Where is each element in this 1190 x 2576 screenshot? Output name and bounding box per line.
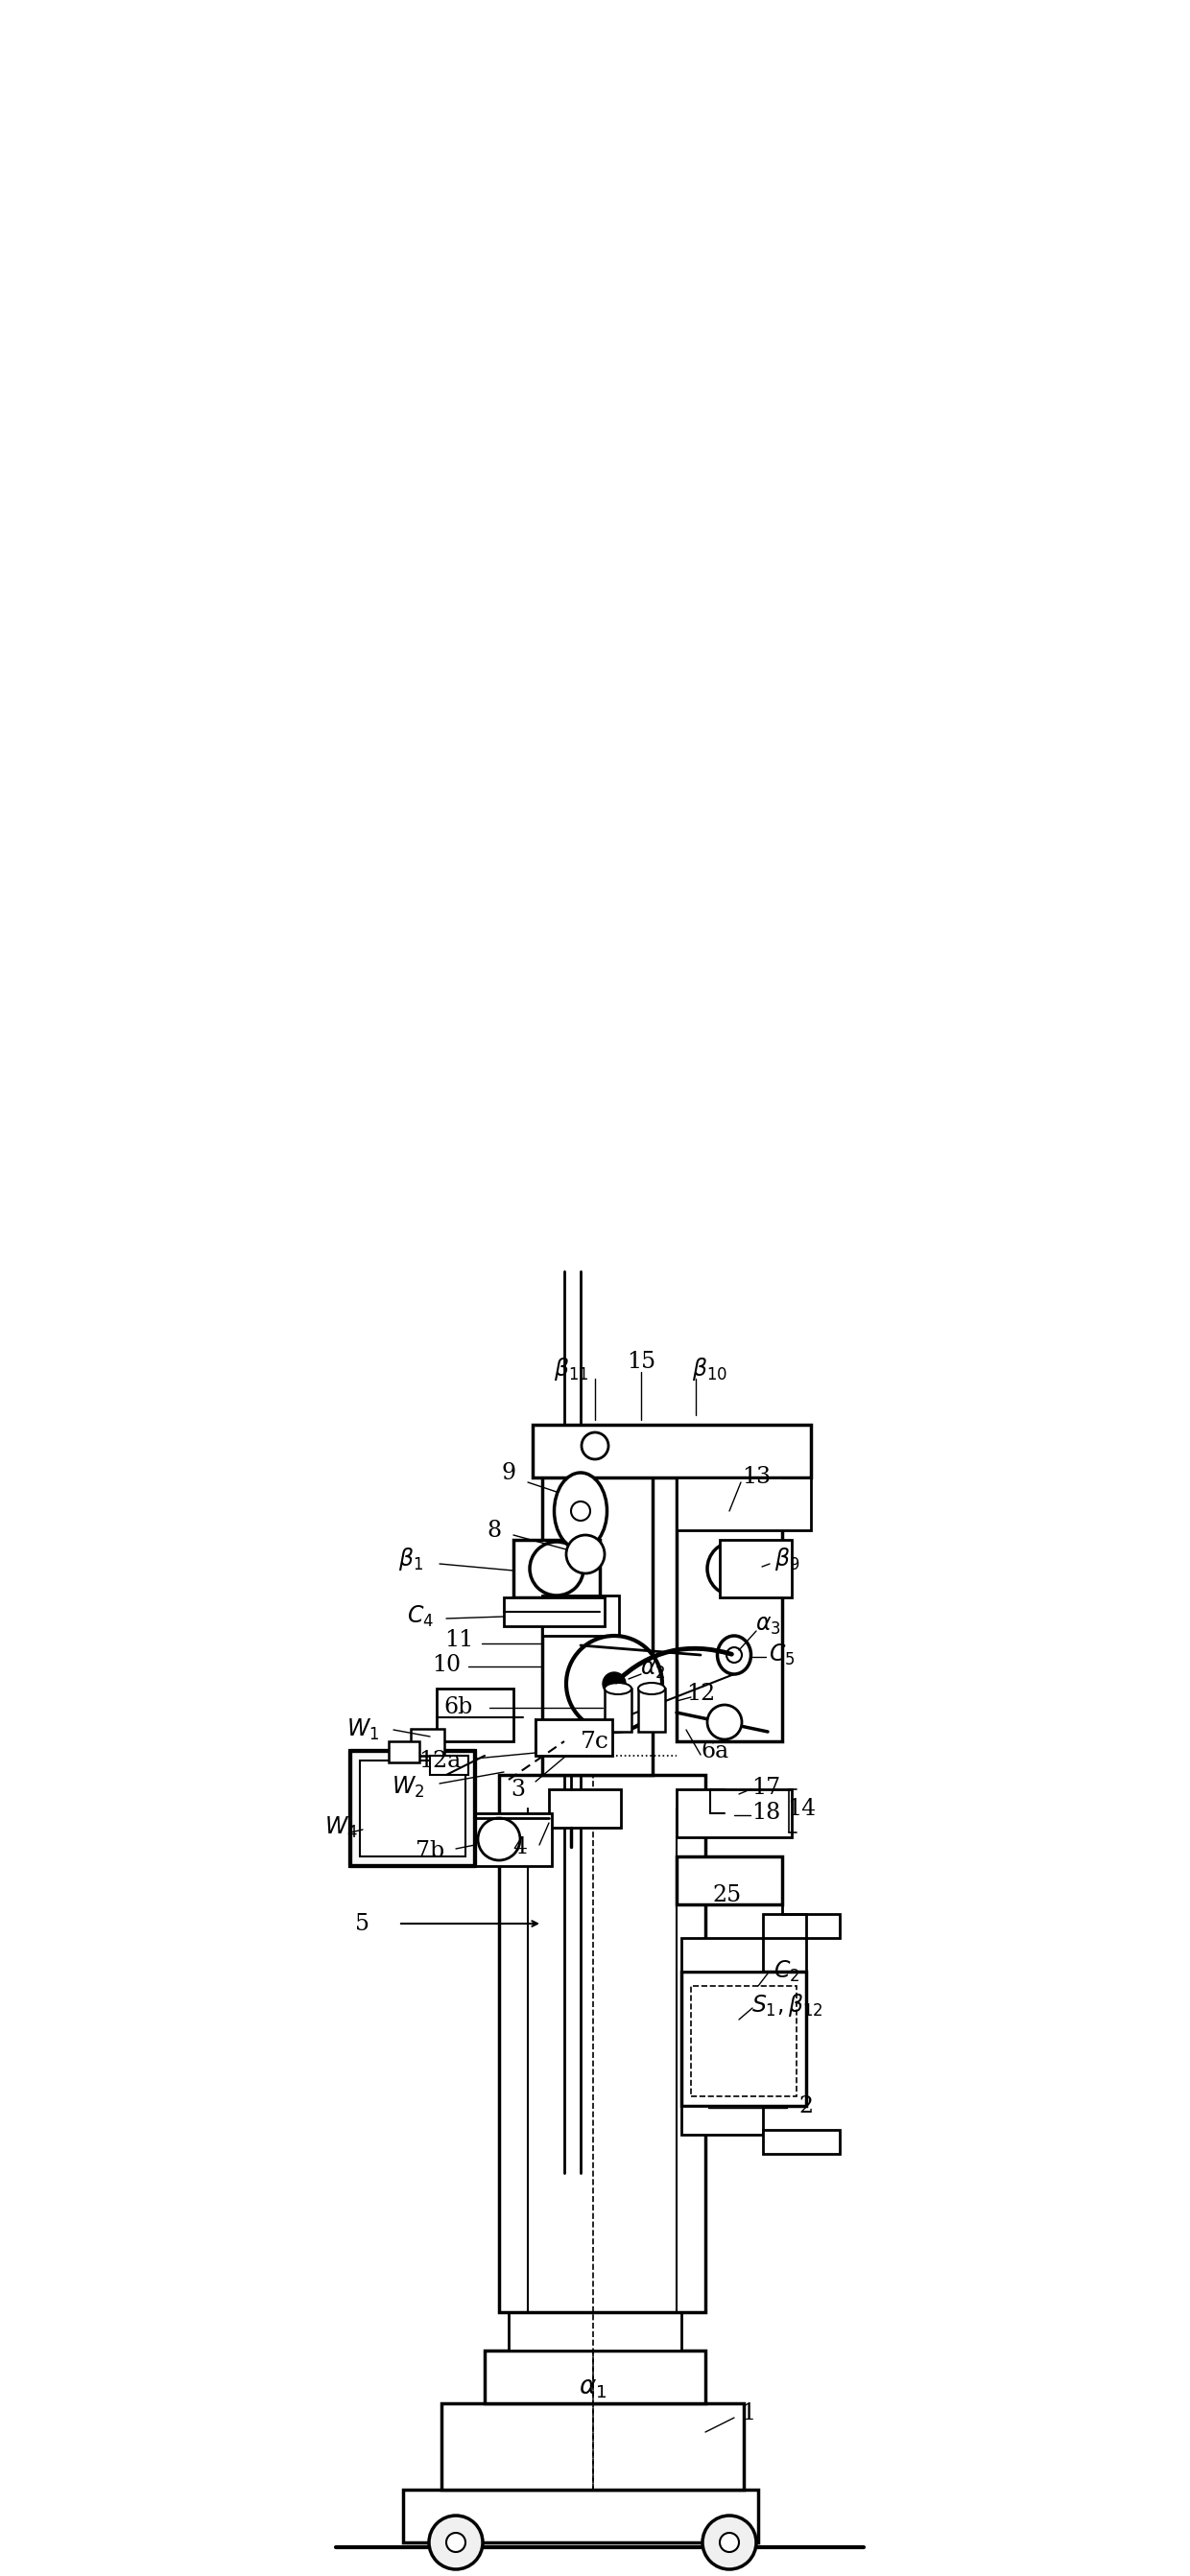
Bar [682,1971,806,2107]
Bar [484,2349,706,2403]
Bar [441,2403,744,2488]
Bar [389,1741,419,1762]
Text: $W_1$: $W_1$ [346,1718,380,1741]
Text: $W_2$: $W_2$ [392,1775,425,1801]
Bar [475,1814,552,1865]
Text: 13: 13 [741,1466,771,1489]
Text: 6b: 6b [444,1698,474,1718]
Bar [605,1687,632,1731]
Bar [543,1595,619,1636]
Circle shape [566,1535,605,1574]
Text: 2: 2 [798,2094,814,2117]
Text: 5: 5 [356,1911,370,1935]
Text: 7c: 7c [581,1731,609,1752]
Text: 17: 17 [751,1777,781,1798]
Bar [720,1540,791,1597]
Text: $\alpha_1$: $\alpha_1$ [580,2378,607,2401]
Text: 1: 1 [741,2401,756,2424]
Text: 8: 8 [487,1520,501,1540]
Bar [503,1597,605,1625]
Circle shape [707,1705,741,1739]
Text: 14: 14 [787,1798,816,1819]
Bar [543,1453,652,1775]
Bar [403,2488,758,2543]
Ellipse shape [718,1636,751,1674]
Circle shape [571,1502,590,1520]
Circle shape [530,1543,583,1595]
Text: $C_4$: $C_4$ [407,1605,434,1628]
Text: 6a: 6a [701,1739,729,1762]
Bar [549,1790,621,1826]
Text: $\alpha_3$: $\alpha_3$ [754,1615,781,1638]
Text: 11: 11 [444,1631,474,1651]
Text: $\alpha_2$: $\alpha_2$ [640,1659,665,1680]
Text: $C_2$: $C_2$ [774,1958,800,1984]
Bar [533,1425,810,1479]
Ellipse shape [605,1682,632,1695]
Text: $\beta_{11}$: $\beta_{11}$ [553,1355,589,1383]
Text: 25: 25 [713,1883,741,1906]
Text: 4: 4 [513,1837,527,1857]
Bar [350,1752,475,1865]
Text: 9: 9 [501,1461,516,1484]
Bar [499,1775,706,2313]
Text: 7b: 7b [415,1842,444,1862]
Bar [677,1479,810,1530]
Bar [437,1687,513,1741]
Text: $\beta_9$: $\beta_9$ [775,1546,800,1571]
Text: 15: 15 [627,1352,656,1373]
Text: $S_1, \beta_{12}$: $S_1, \beta_{12}$ [751,1991,822,2020]
Bar [359,1759,465,1857]
Bar [682,2107,763,2136]
Circle shape [602,1672,626,1695]
Text: 12a: 12a [419,1749,461,1772]
Circle shape [707,1543,762,1595]
Circle shape [582,1432,608,1458]
Bar [513,1540,600,1597]
Text: 3: 3 [511,1777,526,1801]
Ellipse shape [638,1682,665,1695]
Text: 12: 12 [687,1682,715,1705]
Ellipse shape [555,1473,607,1548]
Text: 10: 10 [432,1654,461,1674]
Text: $W_4$: $W_4$ [324,1816,357,1839]
Bar [508,2313,682,2349]
Bar [691,1986,796,2097]
Text: $C_5$: $C_5$ [769,1643,795,1667]
Bar [677,1453,782,1741]
Circle shape [446,2532,465,2553]
Bar [536,1718,613,1757]
Circle shape [702,2517,756,2568]
Circle shape [726,1646,741,1662]
Bar [411,1728,444,1757]
Circle shape [720,2532,739,2553]
Bar [763,1914,840,1937]
Bar [430,1757,469,1775]
Text: 18: 18 [751,1803,781,1824]
Circle shape [428,2517,483,2568]
Bar [682,1937,763,1971]
Text: $\beta_{10}$: $\beta_{10}$ [693,1355,728,1383]
Circle shape [478,1819,520,1860]
Text: $\beta_1$: $\beta_1$ [399,1546,424,1571]
Bar [677,1857,782,1904]
Circle shape [566,1636,662,1731]
Bar [677,1790,791,1837]
Bar [638,1687,665,1731]
Bar [763,2130,840,2154]
